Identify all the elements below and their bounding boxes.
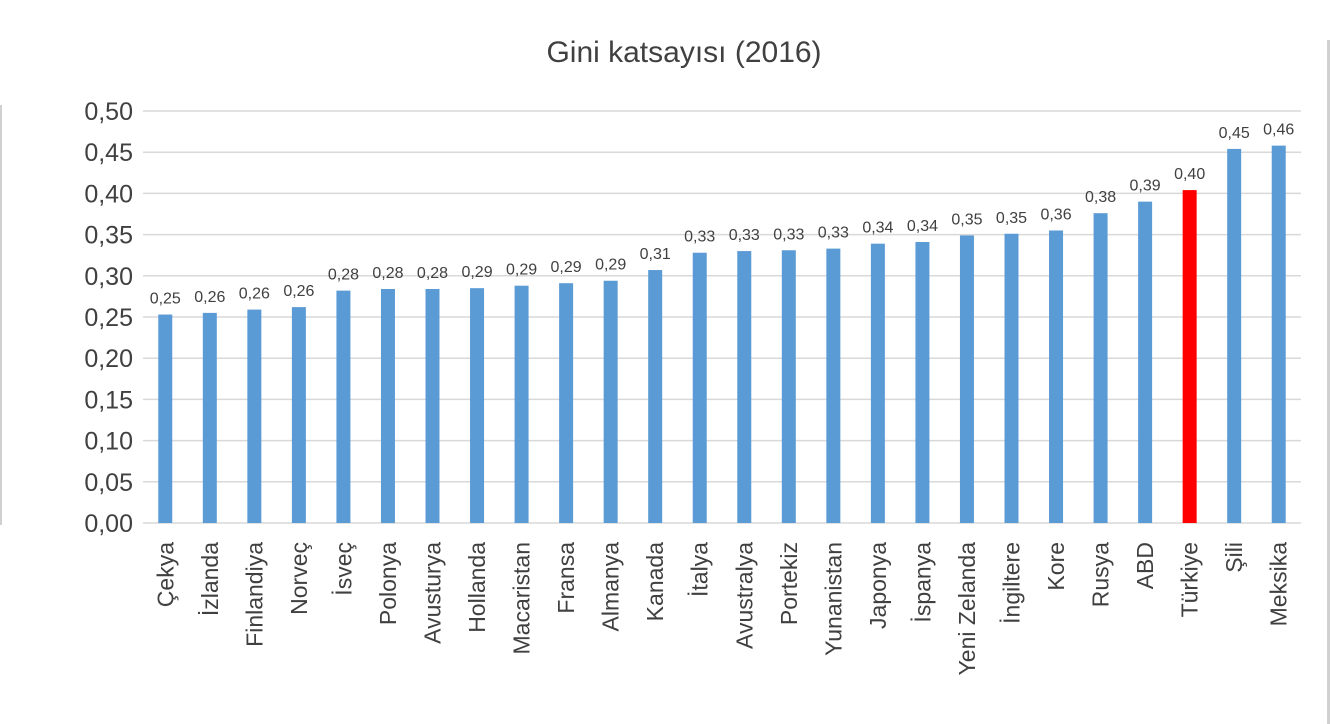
bar <box>959 235 974 523</box>
bar <box>603 280 618 523</box>
bar <box>158 314 173 523</box>
x-tick-label: Fransa <box>553 542 579 614</box>
x-tick-label: Kanada <box>642 542 668 622</box>
bar <box>692 252 707 523</box>
x-tick-label: Finlandiya <box>241 542 267 647</box>
bar <box>737 251 752 523</box>
data-label: 0,33 <box>729 227 760 244</box>
y-tick-label: 0,20 <box>84 345 133 373</box>
x-tick-label: İtalya <box>687 542 713 597</box>
y-tick-label: 0,50 <box>84 98 133 126</box>
x-tick-label: Macaristan <box>509 542 535 654</box>
y-tick-label: 0,35 <box>84 222 133 250</box>
data-label: 0,38 <box>1085 189 1116 206</box>
right-frame-edge <box>1327 40 1330 724</box>
x-tick-label: Şili <box>1221 542 1247 573</box>
x-tick-label: Çekya <box>152 542 178 607</box>
bar <box>648 270 663 523</box>
bar <box>1271 145 1286 523</box>
data-label: 0,26 <box>239 286 270 303</box>
left-frame-edge <box>0 105 2 525</box>
data-label: 0,33 <box>773 226 804 243</box>
x-tick-label: İspanya <box>909 542 935 623</box>
x-tick-label: Avustralya <box>731 542 757 649</box>
bar <box>291 307 306 523</box>
data-label: 0,35 <box>996 210 1027 227</box>
data-label: 0,34 <box>862 220 893 237</box>
y-tick-label: 0,05 <box>84 469 133 497</box>
data-label: 0,34 <box>907 218 938 235</box>
bar <box>1138 201 1153 523</box>
gridlines <box>143 110 1301 524</box>
bar <box>781 250 796 524</box>
y-tick-label: 0,15 <box>84 386 133 414</box>
x-tick-label: İzlanda <box>197 542 223 616</box>
data-label: 0,26 <box>194 289 225 306</box>
data-label: 0,25 <box>150 291 181 308</box>
bar <box>247 309 262 523</box>
bar <box>559 283 574 523</box>
bar <box>1093 213 1108 523</box>
bar <box>1182 190 1197 523</box>
y-tick-label: 0,40 <box>84 180 133 208</box>
data-labels: 0,25 0,26 0,26 0,26 0,28 0,28 0,28 0,29 0,29 0,29… <box>150 122 1295 308</box>
y-tick-label: 0,00 <box>84 510 133 538</box>
bar <box>425 288 440 523</box>
x-tick-label: Portekiz <box>776 542 802 625</box>
data-label: 0,35 <box>951 211 982 228</box>
data-label: 0,40 <box>1174 166 1205 183</box>
y-axis-ticks: 0,00 0,05 0,10 0,15 0,20 0,25 0,30 0,35 0,40 0,45… <box>84 98 133 538</box>
x-tick-label: Türkiye <box>1177 542 1203 617</box>
bar <box>202 312 217 523</box>
data-label: 0,29 <box>461 264 492 281</box>
data-label: 0,46 <box>1263 122 1294 139</box>
y-tick-label: 0,45 <box>84 139 133 167</box>
y-tick-label: 0,30 <box>84 263 133 291</box>
x-tick-label: Polonya <box>375 542 401 625</box>
data-label: 0,36 <box>1040 206 1071 223</box>
data-label: 0,45 <box>1219 125 1250 142</box>
data-label: 0,29 <box>551 259 582 276</box>
chart-title: Gini katsayısı (2016) <box>546 36 821 69</box>
x-tick-label: Yeni Zelanda <box>954 542 980 676</box>
x-tick-label: ABD <box>1132 542 1158 589</box>
bar <box>915 242 930 524</box>
x-tick-label: İngiltere <box>999 542 1025 624</box>
x-tick-label: Meksika <box>1266 542 1292 627</box>
x-tick-label: Norveç <box>286 542 312 615</box>
bar <box>870 243 885 523</box>
bar <box>514 285 529 523</box>
x-tick-label: Japonya <box>865 542 891 629</box>
data-label: 0,28 <box>372 265 403 282</box>
data-label: 0,31 <box>640 246 671 263</box>
x-tick-label: Rusya <box>1088 542 1114 607</box>
x-tick-label: Hollanda <box>464 542 490 633</box>
y-tick-label: 0,10 <box>84 428 133 456</box>
x-tick-label: İsveç <box>330 542 356 596</box>
data-label: 0,26 <box>283 283 314 300</box>
bar <box>380 288 395 523</box>
bar <box>826 248 841 523</box>
bar <box>336 290 351 523</box>
y-tick-label: 0,25 <box>84 304 133 332</box>
x-tick-label: Avusturya <box>420 542 446 644</box>
x-tick-label: Kore <box>1043 542 1069 591</box>
bars <box>158 145 1286 524</box>
data-label: 0,33 <box>684 229 715 246</box>
bar <box>1227 148 1242 524</box>
data-label: 0,33 <box>818 225 849 242</box>
data-label: 0,39 <box>1130 178 1161 195</box>
data-label: 0,28 <box>417 265 448 282</box>
data-label: 0,28 <box>328 267 359 284</box>
x-axis-ticks: Çekya İzlanda Finlandiya Norveç İsveç Polonya… <box>152 542 1291 676</box>
bar <box>470 288 485 523</box>
bar <box>1004 233 1019 523</box>
data-label: 0,29 <box>506 262 537 279</box>
x-tick-label: Almanya <box>598 542 624 632</box>
x-tick-label: Yunanistan <box>820 542 846 656</box>
bar <box>1049 230 1064 524</box>
data-label: 0,29 <box>595 257 626 274</box>
